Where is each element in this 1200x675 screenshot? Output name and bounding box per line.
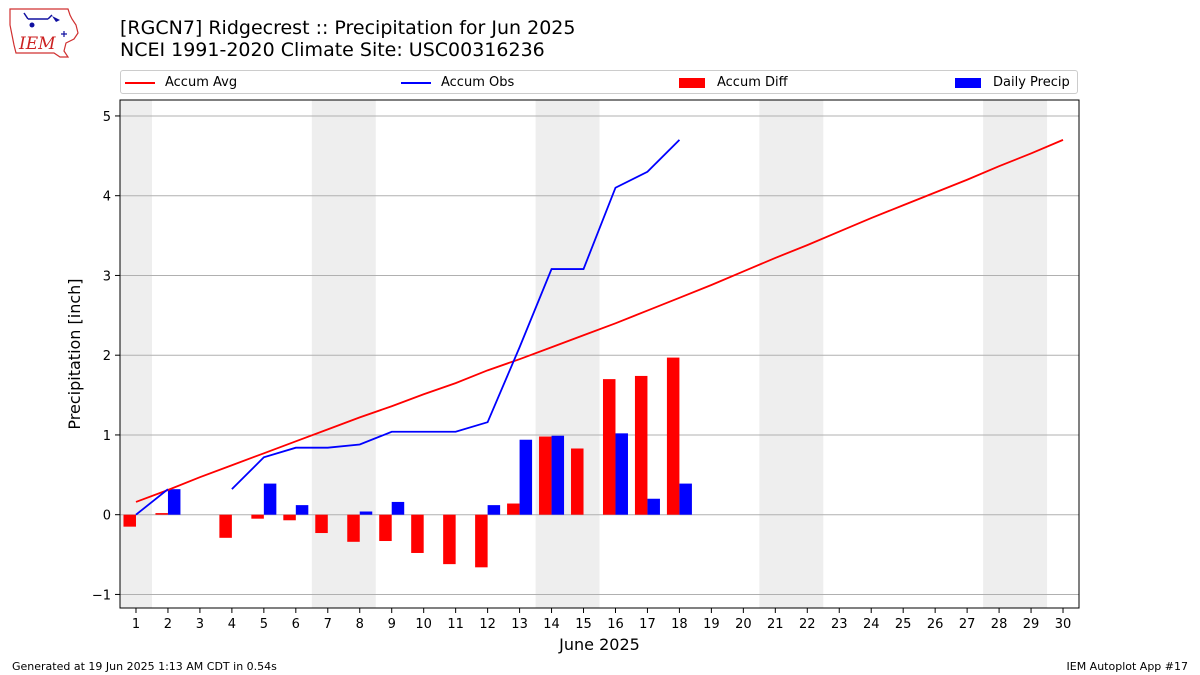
daily-precip-bar-day-17 — [647, 498, 660, 515]
accum-diff-bar-day-11 — [443, 514, 456, 565]
footer-generated: Generated at 19 Jun 2025 1:13 AM CDT in … — [12, 660, 277, 673]
chart-title: [RGCN7] Ridgecrest :: Precipitation for … — [120, 17, 575, 61]
x-tick-label-2: 2 — [164, 617, 172, 632]
x-tick-label-11: 11 — [447, 617, 464, 632]
x-tick-label-14: 14 — [543, 617, 560, 632]
accum-diff-bar-day-9 — [379, 514, 392, 542]
x-tick-label-3: 3 — [196, 617, 204, 632]
anemometer-icon — [29, 22, 35, 28]
x-tick-label-15: 15 — [575, 617, 592, 632]
x-tick-label-18: 18 — [671, 617, 688, 632]
snowflake-icon — [61, 31, 67, 37]
accum-diff-bar-day-13 — [507, 503, 520, 515]
x-tick-label-7: 7 — [324, 617, 332, 632]
x-tick-label-12: 12 — [479, 617, 496, 632]
chart-legend: Accum Avg Accum Obs Accum Diff Daily Pre… — [120, 70, 1078, 94]
x-tick-label-1: 1 — [132, 617, 140, 632]
accum-diff-bar-day-12 — [475, 514, 488, 568]
daily-precip-bar-day-18 — [679, 483, 692, 515]
legend-label-accum-diff: Accum Diff — [717, 75, 788, 90]
daily-precip-bar-day-14 — [551, 435, 565, 515]
y-tick-label-4: 4 — [103, 190, 111, 205]
title-line-2: NCEI 1991-2020 Climate Site: USC00316236 — [120, 39, 545, 61]
weekend-band-3 — [535, 100, 600, 608]
daily-precip-bar-day-9 — [391, 501, 405, 515]
x-tick-label-4: 4 — [228, 617, 236, 632]
daily-precip-bar-day-8 — [359, 511, 373, 515]
x-tick-label-30: 30 — [1055, 617, 1072, 632]
accum-avg-line — [135, 139, 1064, 503]
daily-precip-bar-day-13 — [519, 439, 533, 515]
weekend-band-1 — [120, 100, 152, 608]
x-tick-label-13: 13 — [511, 617, 528, 632]
legend-swatch-daily-precip — [955, 78, 981, 88]
x-tick-label-28: 28 — [991, 617, 1008, 632]
accum-diff-bar-day-16 — [602, 379, 616, 515]
x-tick-label-8: 8 — [356, 617, 364, 632]
x-tick-label-21: 21 — [767, 617, 784, 632]
x-tick-label-19: 19 — [703, 617, 720, 632]
x-tick-label-5: 5 — [260, 617, 268, 632]
accum-diff-bar-day-15 — [571, 448, 584, 515]
legend-swatch-accum-diff — [679, 78, 705, 88]
legend-swatch-accum-avg — [125, 82, 155, 84]
x-tick-label-17: 17 — [639, 617, 656, 632]
accum-diff-bar-day-8 — [347, 514, 360, 542]
wind-vane-icon — [23, 12, 53, 20]
y-tick-label-3: 3 — [103, 269, 111, 284]
x-tick-label-26: 26 — [927, 617, 944, 632]
x-tick-label-6: 6 — [292, 617, 300, 632]
iowa-state-outline — [9, 8, 79, 58]
accum-diff-bar-day-17 — [634, 375, 648, 515]
x-tick-label-22: 22 — [799, 617, 816, 632]
x-tick-label-24: 24 — [863, 617, 880, 632]
accum-obs-line-segment-2 — [231, 139, 681, 490]
daily-precip-bar-day-12 — [487, 505, 501, 515]
accum-diff-bar-day-7 — [315, 514, 328, 534]
daily-precip-bar-day-16 — [615, 433, 628, 515]
accum-diff-bar-day-2 — [155, 513, 168, 515]
accum-diff-bar-day-1 — [123, 514, 136, 527]
x-tick-label-25: 25 — [895, 617, 912, 632]
y-tick-label-2: 2 — [103, 349, 111, 364]
x-tick-label-20: 20 — [735, 617, 752, 632]
x-tick-label-16: 16 — [607, 617, 624, 632]
daily-precip-bar-day-6 — [295, 505, 309, 515]
cloud-icon — [52, 16, 60, 22]
weekend-band-5 — [983, 100, 1048, 608]
accum-diff-bar-day-18 — [666, 357, 680, 515]
weekend-band-4 — [759, 100, 824, 608]
accum-diff-bar-day-14 — [539, 436, 552, 515]
accum-diff-bar-day-10 — [411, 514, 424, 553]
x-tick-label-10: 10 — [415, 617, 432, 632]
daily-precip-bar-day-5 — [263, 483, 277, 515]
accum-diff-bar-day-5 — [251, 514, 264, 519]
legend-swatch-accum-obs — [401, 82, 431, 84]
x-tick-label-29: 29 — [1023, 617, 1040, 632]
legend-label-accum-obs: Accum Obs — [441, 75, 515, 90]
y-tick-label-0: 0 — [103, 509, 111, 524]
logo-text: IEM — [18, 34, 56, 54]
legend-label-accum-avg: Accum Avg — [165, 75, 238, 90]
x-tick-label-23: 23 — [831, 617, 848, 632]
y-tick-label--1: −1 — [92, 588, 111, 603]
title-line-1: [RGCN7] Ridgecrest :: Precipitation for … — [120, 17, 576, 39]
y-tick-label-5: 5 — [103, 110, 111, 125]
y-axis-label: Precipitation [inch] — [65, 278, 84, 429]
x-tick-label-27: 27 — [959, 617, 976, 632]
footer-app: IEM Autoplot App #17 — [1066, 660, 1189, 673]
legend-label-daily-precip: Daily Precip — [993, 75, 1070, 90]
iem-logo: IEM — [9, 8, 79, 58]
daily-precip-bar-day-2 — [167, 489, 181, 515]
y-tick-label-1: 1 — [103, 429, 111, 444]
accum-diff-bar-day-4 — [219, 514, 232, 538]
accum-diff-bar-day-6 — [283, 514, 296, 521]
x-axis-label: June 2025 — [558, 635, 640, 654]
x-tick-label-9: 9 — [388, 617, 396, 632]
plot-frame — [119, 99, 1080, 609]
accum-obs-line-segment-1 — [135, 488, 169, 516]
